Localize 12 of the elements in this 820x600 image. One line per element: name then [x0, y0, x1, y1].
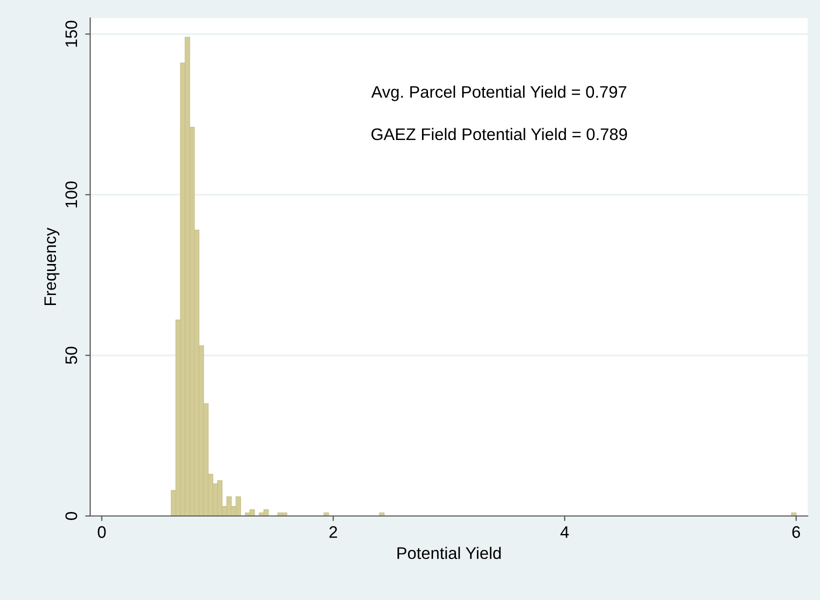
x-tick-label: 4: [560, 526, 569, 538]
y-tick-label: 100: [65, 181, 78, 208]
y-axis-title: Frequency: [44, 228, 60, 305]
x-tick-label: 6: [792, 526, 800, 538]
x-tick-label: 0: [98, 526, 106, 538]
annotation: GAEZ Field Potential Yield = 0.789: [371, 128, 627, 140]
y-tick-label: 50: [65, 346, 78, 364]
y-tick-label: 0: [65, 512, 78, 520]
x-tick-label: 2: [329, 526, 338, 538]
annotation: Avg. Parcel Potential Yield = 0.797: [371, 86, 626, 102]
y-tick-label: 150: [65, 20, 78, 47]
x-axis-title: Potential Yield: [398, 546, 501, 560]
